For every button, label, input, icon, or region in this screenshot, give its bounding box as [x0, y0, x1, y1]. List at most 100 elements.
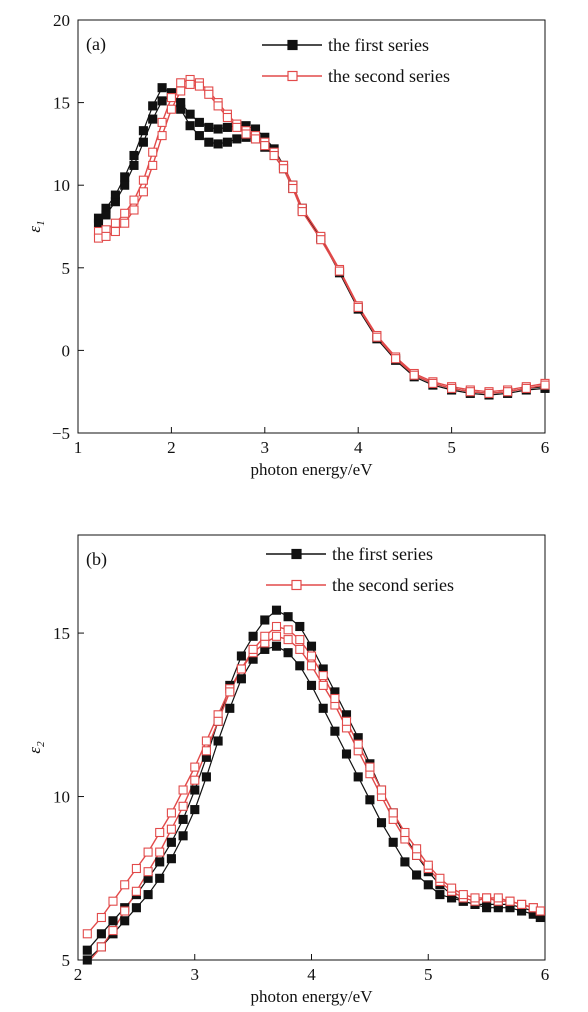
data-point — [82, 945, 92, 955]
data-point — [295, 621, 305, 632]
y-tick-label: 5 — [62, 951, 71, 970]
x-tick-label: 4 — [354, 438, 363, 457]
data-point — [213, 736, 223, 746]
legend-entry-first: the first series — [262, 35, 429, 55]
data-point — [157, 117, 167, 127]
data-point — [120, 906, 130, 916]
legend-text-first-b: the first series — [332, 544, 433, 564]
data-point — [470, 893, 480, 903]
y-tick-label: 15 — [53, 94, 70, 113]
data-point — [306, 641, 317, 651]
data-point — [201, 746, 211, 756]
data-point — [131, 863, 141, 874]
data-point — [222, 137, 232, 147]
data-point — [131, 903, 141, 913]
data-point — [166, 854, 176, 864]
data-point — [176, 78, 186, 88]
data-point — [120, 916, 130, 926]
legend-marker-second — [287, 70, 298, 82]
y-tick-label: 10 — [53, 176, 70, 195]
legend-text-second: the second series — [328, 66, 450, 86]
x-tick-label: 6 — [541, 438, 550, 457]
data-point — [435, 873, 445, 883]
data-point — [540, 380, 550, 390]
data-point — [236, 651, 246, 661]
data-point — [503, 387, 513, 397]
data-point — [213, 139, 223, 149]
data-point — [318, 671, 328, 681]
y-tick-label: 5 — [62, 259, 71, 278]
data-point — [194, 117, 204, 127]
data-point — [110, 226, 120, 237]
data-point — [535, 906, 545, 916]
data-point — [82, 929, 92, 939]
data-point — [185, 121, 195, 131]
data-point — [409, 370, 419, 380]
panel-b-markers — [82, 605, 545, 965]
legend-entry-first-b: the first series — [266, 544, 433, 564]
data-point — [278, 164, 289, 174]
data-point — [517, 899, 527, 909]
panel-a-ticks: 1 2 3 4 5 6 −5 0 5 10 15 20 — [52, 11, 549, 457]
data-point — [288, 183, 298, 194]
data-point — [295, 635, 305, 645]
data-point — [341, 749, 352, 759]
data-point — [330, 693, 340, 704]
data-point — [412, 844, 422, 854]
data-point — [297, 207, 307, 217]
data-point — [283, 635, 293, 645]
data-point — [204, 137, 214, 147]
data-point — [110, 218, 120, 228]
series-2-curve-2 — [86, 625, 541, 964]
data-point — [190, 762, 200, 772]
data-point — [447, 383, 457, 393]
data-point — [201, 772, 211, 782]
data-point — [82, 955, 92, 965]
data-point — [248, 644, 258, 654]
data-point — [166, 104, 176, 114]
panel-a-ylabel: ε1 — [25, 220, 47, 232]
data-point — [222, 122, 232, 132]
panel-a-legend: the first series the second series — [262, 35, 450, 86]
y-tick-label: 20 — [53, 11, 70, 30]
panel-b-ylabel-sub: 2 — [35, 741, 47, 747]
data-point — [241, 129, 251, 139]
data-point — [178, 785, 188, 795]
data-point — [250, 134, 261, 144]
data-point — [96, 912, 106, 923]
data-point — [271, 605, 282, 615]
data-point — [155, 873, 165, 883]
data-point — [96, 929, 106, 939]
data-point — [353, 772, 363, 782]
data-point — [108, 916, 118, 926]
data-point — [306, 661, 317, 671]
data-point — [447, 883, 457, 893]
panel-b-xlabel: photon energy/eV — [251, 987, 374, 1006]
y-tick-label: −5 — [52, 424, 70, 443]
data-point — [295, 644, 305, 654]
data-point — [143, 847, 153, 857]
data-point — [148, 114, 158, 124]
data-point — [138, 187, 148, 197]
panel-a-label: (a) — [86, 34, 106, 55]
y-tick-label: 0 — [62, 341, 71, 360]
data-point — [295, 661, 305, 671]
data-point — [213, 716, 223, 726]
data-point — [201, 736, 211, 746]
legend-marker-second-b — [291, 579, 302, 591]
data-point — [110, 197, 120, 207]
data-point — [271, 621, 282, 632]
data-point — [120, 208, 130, 218]
data-point — [129, 195, 139, 205]
data-point — [129, 160, 139, 170]
y-tick-label: 15 — [53, 624, 70, 643]
data-point — [306, 651, 317, 661]
legend-entry-second: the second series — [262, 66, 450, 86]
panel-a-xlabel: photon energy/eV — [251, 460, 374, 479]
data-point — [222, 112, 232, 123]
data-point — [283, 648, 293, 658]
legend-entry-second-b: the second series — [266, 575, 454, 595]
panel-a-ylabel-main: ε — [25, 226, 44, 233]
